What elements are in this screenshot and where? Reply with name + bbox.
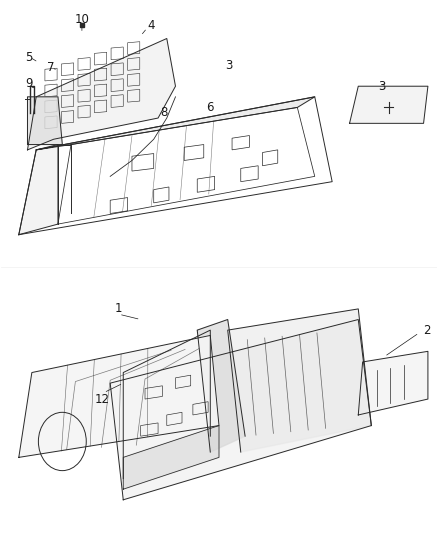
Text: 7: 7: [47, 61, 55, 74]
Polygon shape: [36, 97, 315, 150]
Text: 6: 6: [206, 101, 213, 114]
Text: 3: 3: [226, 59, 233, 71]
Polygon shape: [197, 319, 245, 452]
Polygon shape: [358, 351, 428, 415]
Text: 9: 9: [25, 77, 33, 90]
Polygon shape: [110, 319, 371, 500]
Text: 2: 2: [424, 324, 431, 337]
Polygon shape: [28, 97, 62, 144]
Text: 8: 8: [160, 106, 168, 119]
Polygon shape: [28, 38, 176, 150]
Text: 3: 3: [378, 80, 385, 93]
Polygon shape: [19, 335, 219, 457]
Text: 1: 1: [115, 302, 122, 316]
Polygon shape: [19, 144, 58, 235]
Polygon shape: [123, 425, 219, 489]
Text: 10: 10: [74, 13, 89, 27]
Polygon shape: [350, 86, 428, 123]
Text: 5: 5: [25, 51, 33, 63]
Text: 12: 12: [95, 393, 110, 406]
Text: 4: 4: [147, 19, 155, 32]
Polygon shape: [228, 309, 371, 452]
